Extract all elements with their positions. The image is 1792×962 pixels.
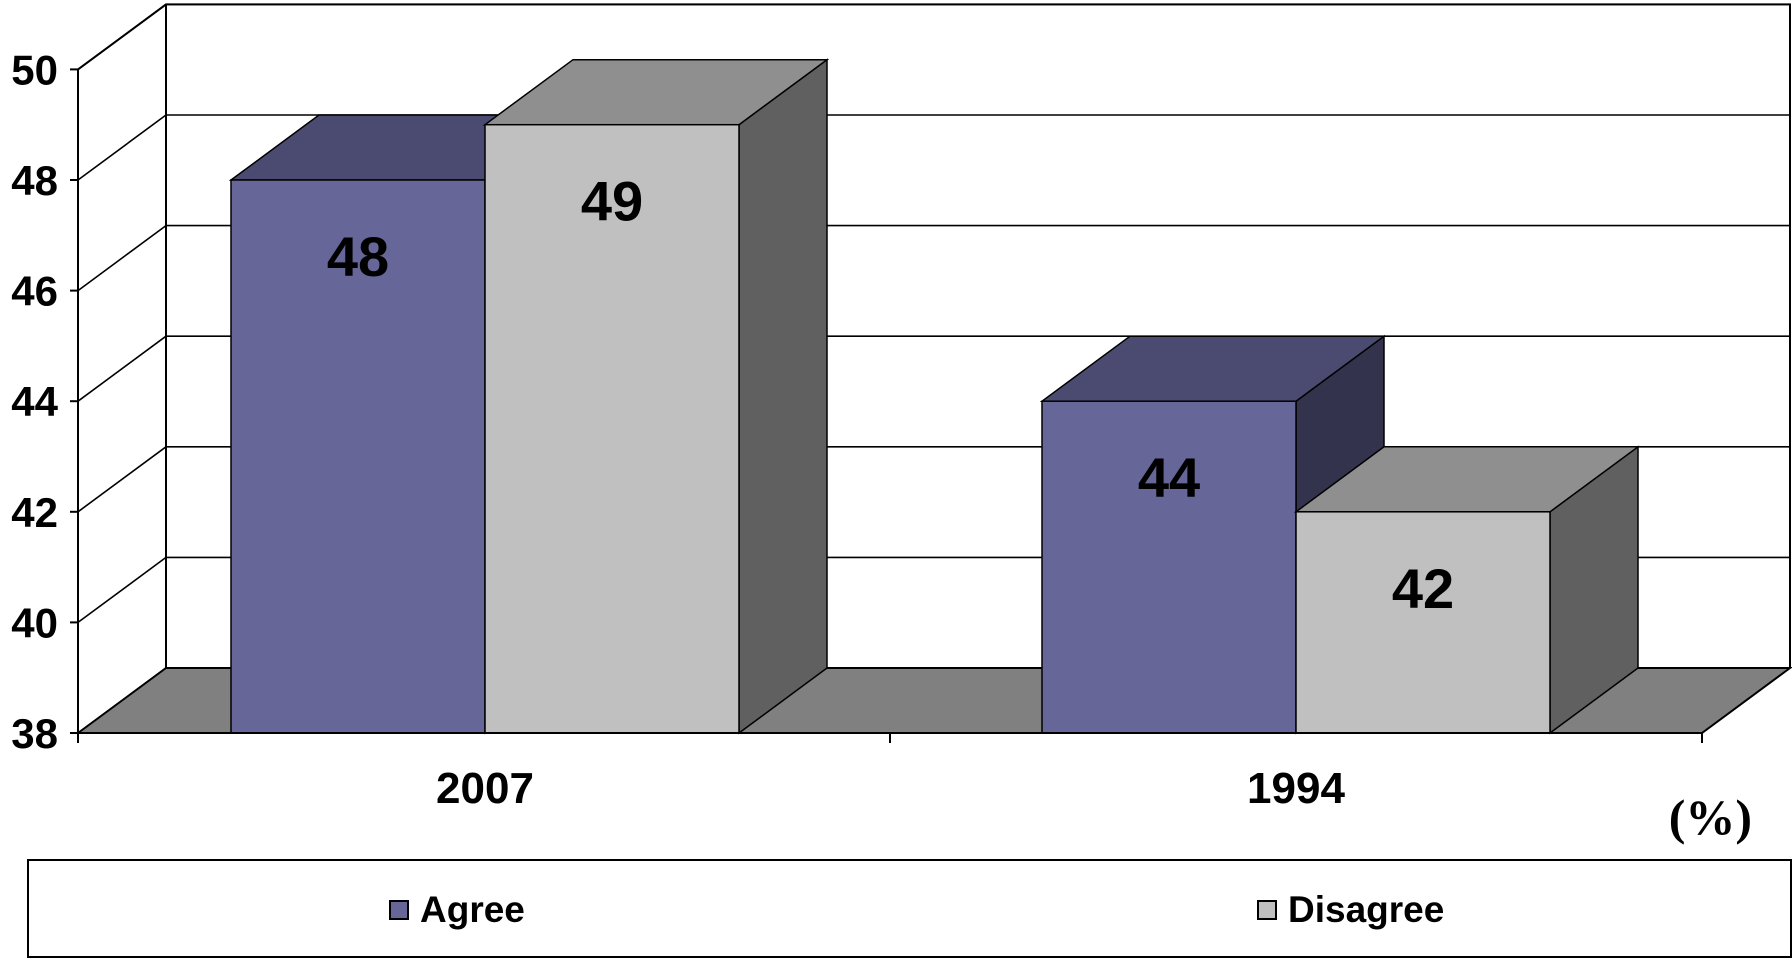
y-tick-label: 48 <box>11 157 58 204</box>
bar-side <box>738 58 828 735</box>
gridline-side <box>77 556 167 624</box>
legend-item-agree[interactable]: Agree <box>389 891 525 928</box>
bar-front <box>1295 511 1551 734</box>
legend: Agree Disagree <box>27 859 1792 958</box>
x-tick-label: 1994 <box>1247 764 1345 813</box>
data-label: 48 <box>327 225 389 288</box>
bar-disagree-2007: 49 <box>482 58 830 735</box>
legend-label-disagree: Disagree <box>1288 889 1445 930</box>
gridline-side <box>77 114 167 181</box>
data-label: 42 <box>1392 557 1454 620</box>
bar-front <box>230 179 486 734</box>
x-axis: 2007 1994 <box>77 732 1703 813</box>
gridline-side <box>77 446 167 513</box>
y-tick-label: 40 <box>11 599 58 646</box>
bars: 48 49 44 42 <box>228 58 1641 735</box>
y-tick-label: 50 <box>11 46 58 93</box>
bar-front <box>484 123 740 734</box>
legend-swatch-disagree <box>1257 899 1277 920</box>
gridline-side <box>77 3 167 71</box>
legend-label-agree: Agree <box>420 889 525 930</box>
legend-swatch-agree <box>389 899 409 920</box>
data-label: 44 <box>1138 446 1200 509</box>
data-label: 49 <box>581 170 643 233</box>
y-axis: 38 40 42 44 46 48 50 <box>11 46 79 757</box>
y-tick-label: 38 <box>11 710 58 757</box>
gridline-side <box>77 224 167 292</box>
x-tick-label: 2007 <box>436 764 534 813</box>
unit-label: (%) <box>1668 789 1752 845</box>
y-tick-label: 44 <box>11 378 58 425</box>
y-tick-label: 46 <box>11 268 58 315</box>
y-tick-label: 42 <box>11 489 58 536</box>
bar-disagree-1994: 42 <box>1293 445 1641 735</box>
gridline-side <box>77 335 167 402</box>
legend-item-disagree[interactable]: Disagree <box>1257 891 1444 928</box>
